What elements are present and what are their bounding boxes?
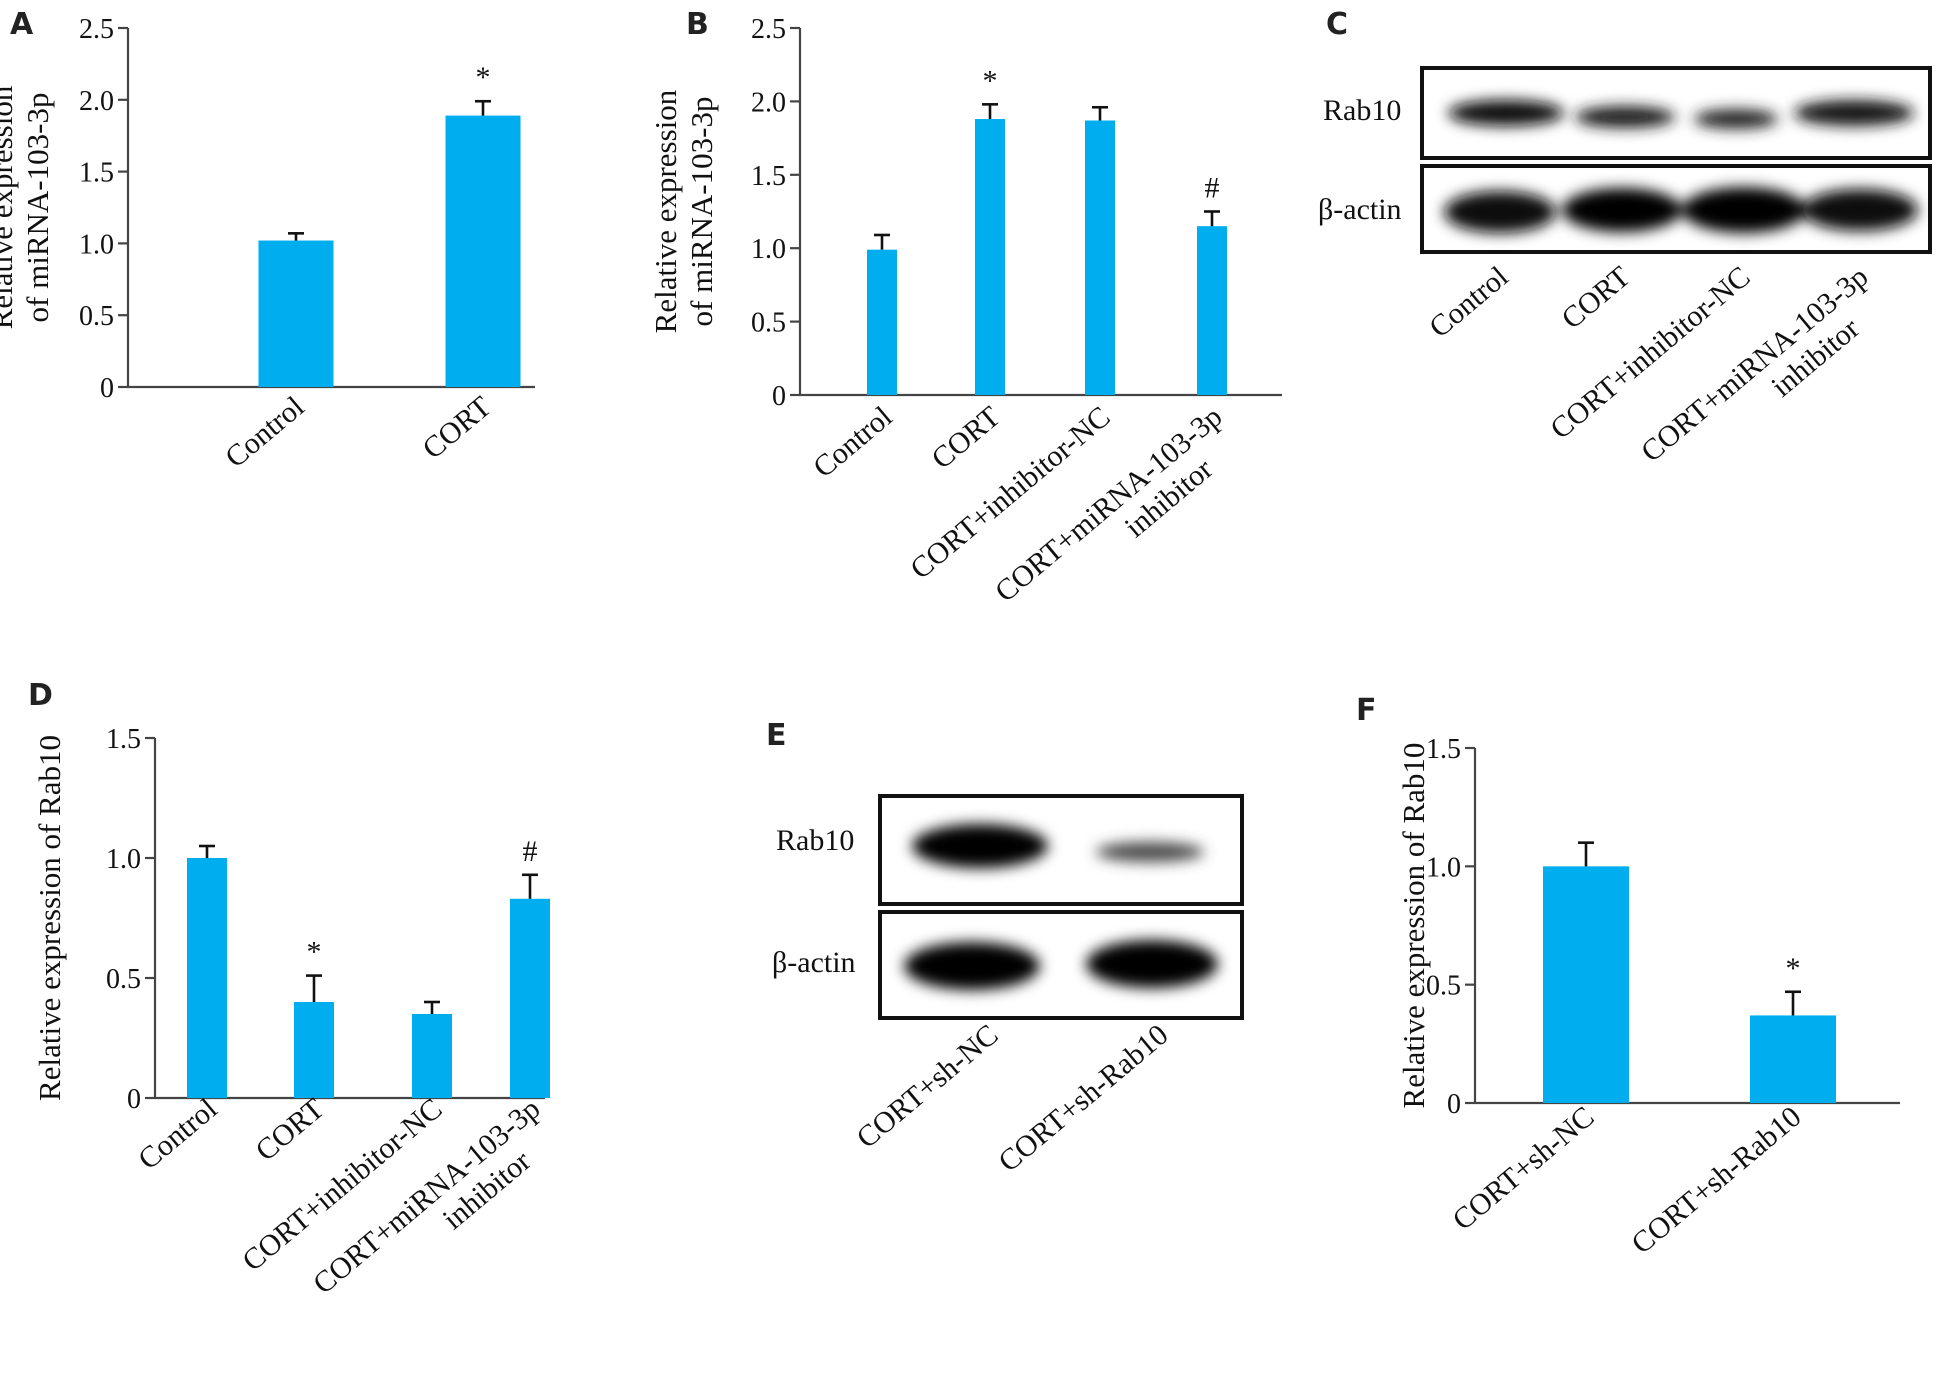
blot-e-lane-label: CORT+sh-NC (850, 1018, 1004, 1155)
chart-d-significance-mark: # (523, 835, 538, 868)
chart-b-y-tick-label: 1.5 (751, 161, 786, 192)
chart-d-y-axis-title: Relative expression of Rab10 (32, 735, 67, 1101)
chart-d-y-tick-label: 0 (127, 1084, 141, 1115)
chart-d-y-tick-label: 1.5 (106, 724, 141, 755)
chart-d-significance-mark: * (307, 936, 322, 969)
chart-f-y-tick-label: 1.0 (1426, 852, 1461, 883)
chart-d-bar (187, 858, 227, 1098)
panel-label-a: A (10, 7, 34, 42)
blot-e-row-label-rab10: Rab10 (776, 824, 854, 857)
chart-a-y-tick-label: 1.5 (79, 158, 114, 189)
blot-e-row-label-beta-actin: β-actin (772, 946, 856, 979)
chart-f-y-tick-label: 0 (1447, 1089, 1461, 1120)
chart-b-mirna-expression: 0 0.5 1.0 1.5 2.0 2.5 Relative expression of mi… (648, 14, 1282, 635)
blot-c-band-rab10-inhibitor-nc (1694, 109, 1778, 129)
chart-a-category-label: CORT (416, 390, 497, 466)
chart-f-bar (1543, 866, 1629, 1103)
chart-d-bar (294, 1002, 334, 1098)
blot-c-band-rab10-mirna-inhibitor (1794, 100, 1914, 126)
chart-a-mirna-expression: 0 0.5 1.0 1.5 2.0 2.5 Relative expression of mi… (0, 14, 535, 474)
blot-e-lane-label: CORT+sh-Rab10 (992, 1018, 1174, 1178)
panel-label-b: B (686, 7, 709, 42)
blot-c-lane-labels: Control CORTCORT+inhibitor-NCCORT+miRNA-1… (1423, 260, 1896, 495)
chart-a-y-tick-label: 0.5 (79, 301, 114, 332)
chart-a-y-axis-title: Relative expression (0, 85, 19, 329)
chart-f-y-axis-title: Relative expression of Rab10 (1396, 743, 1431, 1109)
chart-d-category-label: CORT (249, 1092, 330, 1168)
chart-a-bar (258, 240, 334, 387)
chart-f-category-label: CORT+sh-NC (1446, 1100, 1600, 1237)
blot-e-band-rab10-sh-nc (912, 824, 1048, 868)
blot-c-lane-label: CORT (1555, 260, 1636, 336)
chart-b-bar (1197, 226, 1227, 395)
chart-a-category-label: Control (219, 390, 310, 474)
blot-c-lane-label: CORT+miRNA-103-3pinhibitor (1635, 260, 1896, 495)
chart-b-y-tick-label: 2.5 (751, 14, 786, 45)
blot-c-lane-label: Control (1423, 260, 1514, 344)
chart-d-y-tick-label: 1.0 (106, 844, 141, 875)
panel-label-d: D (28, 678, 53, 713)
chart-d-rab10-expression: 0 0.5 1.0 1.5 Relative expression of Rab10 Co… (32, 724, 568, 1327)
blot-c-band-actin-inhibitor-nc (1682, 187, 1806, 233)
chart-f-significance-mark: * (1786, 952, 1801, 985)
blot-c-band-rab10-control (1448, 100, 1564, 126)
chart-b-category-label: CORT+miRNA-103-3pinhibitor (989, 400, 1250, 635)
chart-d-bar (510, 898, 550, 1098)
chart-d-y-tick-label: 0.5 (106, 964, 141, 995)
chart-f-category-label: CORT+sh-Rab10 (1625, 1100, 1807, 1260)
western-blot-c: Rab10 β-actin Control CORTCORT+inhibitor-… (1318, 66, 1932, 495)
blot-e-band-actin-sh-nc (904, 942, 1040, 990)
chart-b-category-label: CORT+inhibitor-NC (904, 400, 1116, 586)
chart-d-category-label: Control (132, 1092, 223, 1176)
panel-label-f: F (1356, 693, 1377, 728)
chart-d-category-label: CORT+miRNA-103-3pinhibitor (307, 1092, 568, 1327)
blot-e-band-actin-sh-rab10 (1086, 940, 1218, 988)
chart-d-bar (412, 1014, 452, 1098)
chart-b-category-label: CORT (925, 400, 1006, 476)
chart-a-bar (445, 115, 521, 387)
blot-c-band-rab10-cort (1575, 106, 1675, 128)
blot-c-row-label-beta-actin: β-actin (1318, 193, 1402, 226)
chart-b-y-tick-label: 0.5 (751, 308, 786, 339)
chart-b-bar (867, 249, 897, 395)
chart-b-y-axis-title: Relative expression (648, 89, 683, 333)
chart-b-significance-mark: # (1205, 172, 1220, 205)
chart-b-y-tick-label: 2.0 (751, 87, 786, 118)
chart-b-y-axis-title: of miRNA-103-3p (684, 97, 719, 327)
chart-b-y-tick-label: 1.0 (751, 234, 786, 265)
chart-a-y-tick-label: 2.5 (79, 14, 114, 45)
chart-a-y-axis-title: of miRNA-103-3p (20, 93, 55, 323)
chart-f-y-tick-label: 1.5 (1426, 734, 1461, 765)
chart-a-y-tick-label: 1.0 (79, 229, 114, 260)
chart-a-y-tick-label: 2.0 (79, 86, 114, 117)
chart-b-y-tick-label: 0 (772, 381, 786, 412)
blot-c-band-actin-control (1444, 191, 1556, 233)
blot-c-band-actin-cort (1562, 188, 1682, 232)
chart-b-category-label: Control (807, 400, 898, 484)
chart-f-y-tick-label: 0.5 (1426, 971, 1461, 1002)
panel-label-c: C (1326, 7, 1348, 42)
blot-c-row-label-rab10: Rab10 (1323, 94, 1401, 127)
blot-e-band-rab10-sh-rab10 (1096, 842, 1204, 862)
chart-b-bar (1085, 120, 1115, 395)
chart-f-bar (1750, 1015, 1836, 1103)
chart-a-y-tick-label: 0 (100, 373, 114, 404)
panel-label-e: E (766, 718, 787, 753)
blot-c-band-actin-mirna-inhibitor (1802, 189, 1918, 231)
chart-a-significance-mark: * (476, 61, 491, 94)
chart-b-bar (975, 119, 1005, 396)
chart-b-significance-mark: * (983, 64, 998, 97)
blot-c-lane-label: CORT+inhibitor-NC (1544, 260, 1756, 446)
